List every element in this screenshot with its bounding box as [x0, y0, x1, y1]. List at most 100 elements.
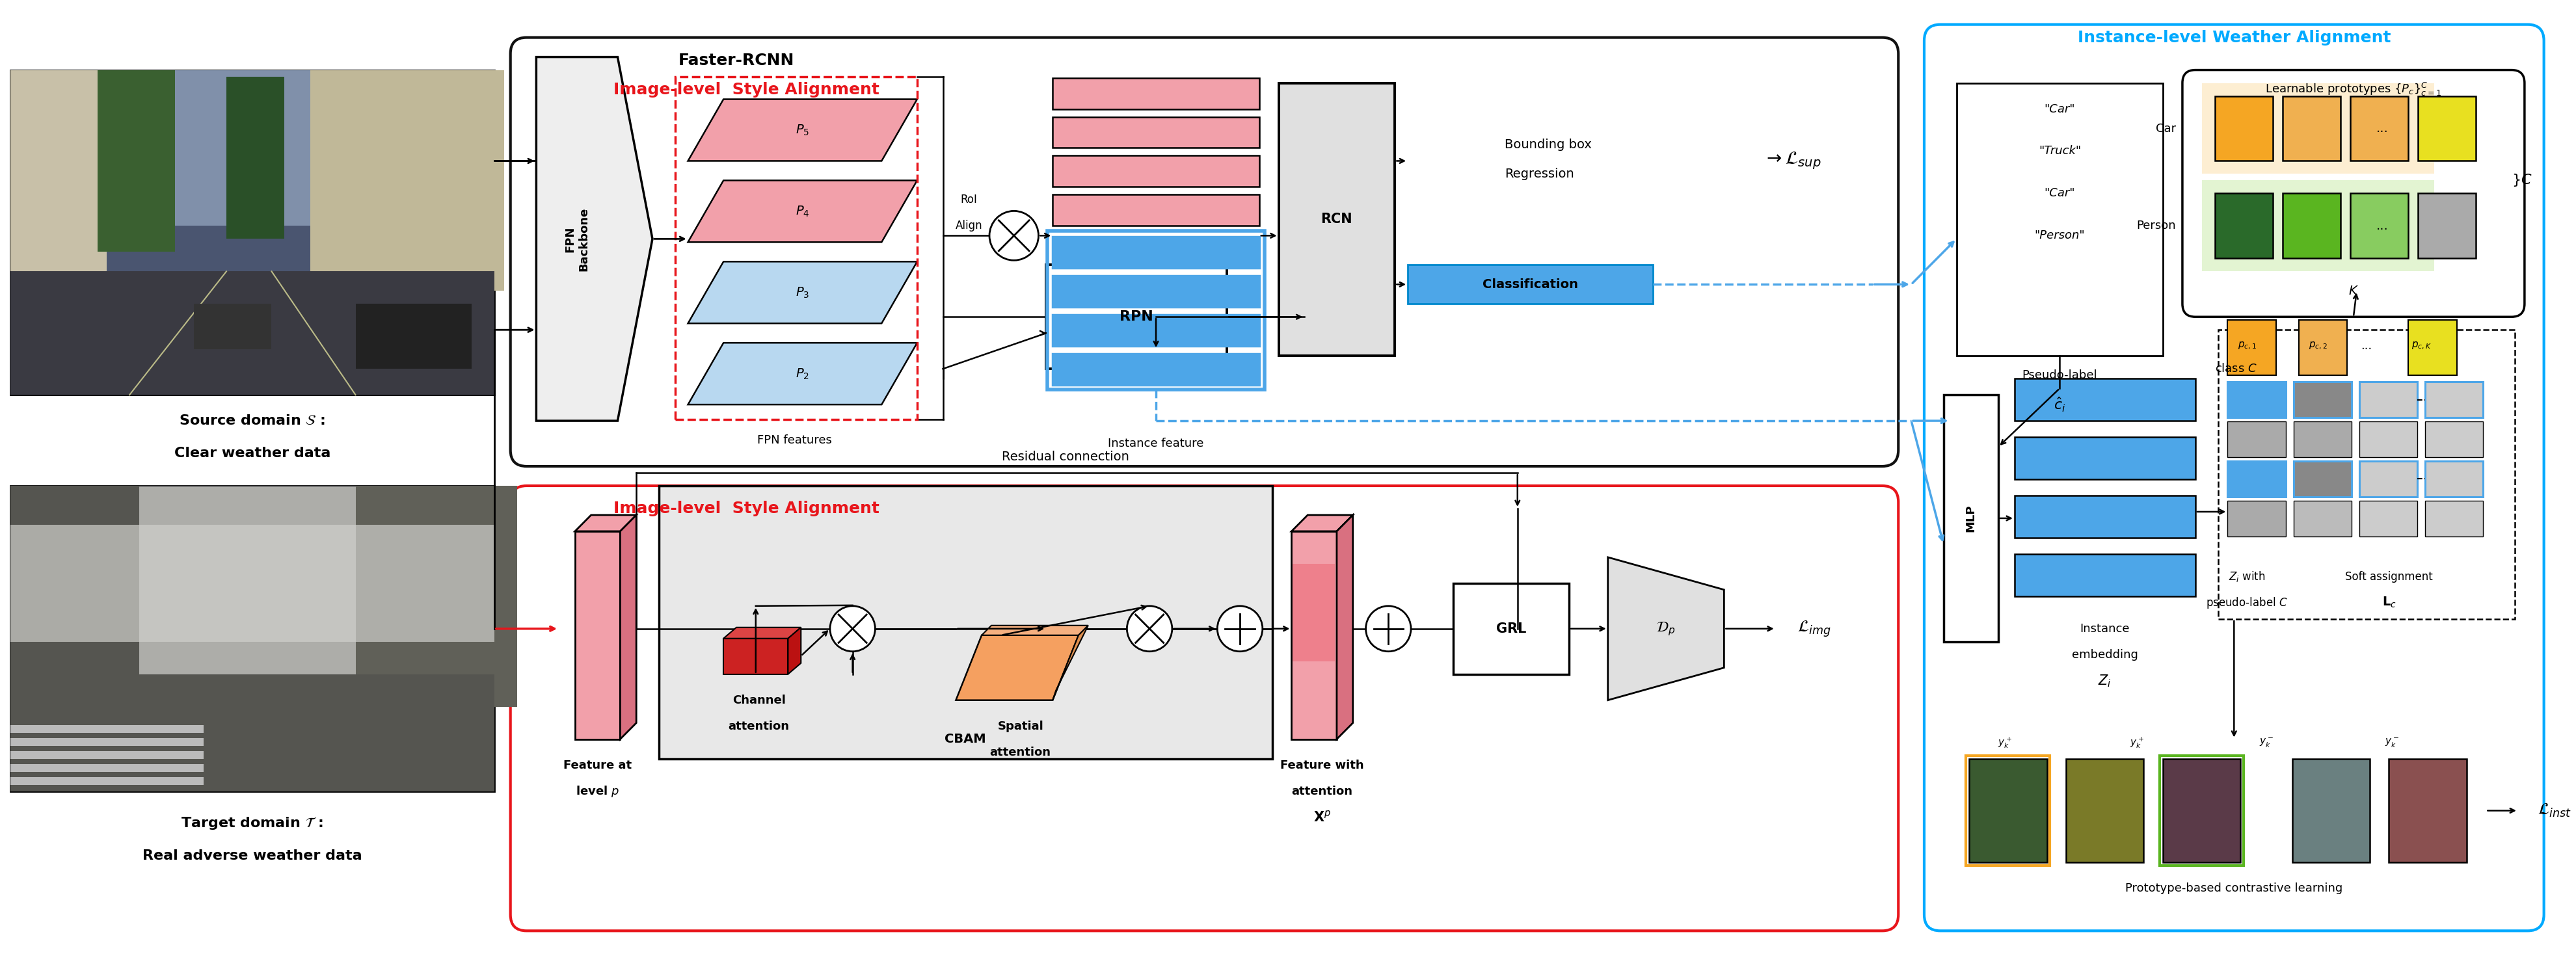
Bar — [1955, 83, 2164, 356]
Text: attention: attention — [989, 746, 1051, 758]
Bar — [2202, 180, 2434, 271]
Text: $\mathcal{L}_{inst}$: $\mathcal{L}_{inst}$ — [2537, 802, 2571, 819]
Bar — [309, 70, 505, 291]
Polygon shape — [1607, 557, 1723, 700]
Text: $P_5$: $P_5$ — [796, 123, 809, 137]
Bar — [2293, 422, 2352, 457]
Bar — [2349, 96, 2409, 161]
Bar — [2424, 382, 2483, 418]
Circle shape — [1218, 606, 1262, 652]
Bar — [2066, 758, 2143, 862]
Bar — [2424, 501, 2483, 536]
Text: ...: ... — [2378, 219, 2388, 232]
Text: $Z_i$: $Z_i$ — [2099, 673, 2112, 689]
Text: Car: Car — [2156, 122, 2177, 135]
Text: Channel: Channel — [732, 695, 786, 706]
Bar — [2293, 501, 2352, 536]
Circle shape — [829, 606, 876, 652]
Polygon shape — [536, 57, 652, 421]
Polygon shape — [688, 180, 917, 242]
Bar — [10, 764, 204, 772]
Text: $\mathcal{L}_{img}$: $\mathcal{L}_{img}$ — [1798, 619, 1832, 638]
Text: RCN: RCN — [1321, 213, 1352, 226]
Bar — [98, 70, 175, 252]
Text: Instance: Instance — [2079, 623, 2130, 634]
Bar — [2409, 321, 2458, 375]
Text: $\mathbf{L}_c$: $\mathbf{L}_c$ — [2383, 596, 2396, 610]
Text: Regression: Regression — [1504, 168, 1574, 180]
Bar — [2014, 379, 2195, 421]
Text: Real adverse weather data: Real adverse weather data — [142, 850, 363, 862]
Polygon shape — [981, 626, 1087, 635]
Bar — [574, 531, 621, 739]
Text: $p_{c,K}$: $p_{c,K}$ — [2411, 341, 2432, 351]
Bar — [2202, 83, 2434, 174]
Text: Instance-level Weather Alignment: Instance-level Weather Alignment — [2076, 30, 2391, 45]
Bar — [2282, 96, 2342, 161]
Bar — [1293, 564, 1334, 661]
Text: FPN features: FPN features — [757, 434, 832, 446]
Text: $P_4$: $P_4$ — [796, 205, 809, 218]
Bar — [2159, 756, 2244, 866]
Bar — [2014, 437, 2195, 479]
Text: Learnable prototypes $\{P_c\}_{c=1}^C$: Learnable prototypes $\{P_c\}_{c=1}^C$ — [2264, 81, 2442, 97]
Text: Residual connection: Residual connection — [1002, 450, 1128, 463]
Bar — [724, 638, 788, 674]
Bar — [10, 737, 204, 746]
Text: $p_{c,1}$: $p_{c,1}$ — [2239, 341, 2257, 351]
Bar — [2014, 554, 2195, 596]
Bar — [1054, 237, 1260, 268]
Text: ...: ... — [2378, 122, 2388, 135]
Bar — [10, 777, 204, 784]
Text: $y^+_k$: $y^+_k$ — [2130, 736, 2143, 750]
Text: $p_{c,2}$: $p_{c,2}$ — [2308, 341, 2326, 351]
Bar — [2349, 194, 2409, 259]
Bar — [2293, 461, 2352, 497]
Text: GRL: GRL — [1497, 622, 1525, 635]
Text: embedding: embedding — [2071, 649, 2138, 660]
Bar — [10, 70, 108, 304]
Text: }$C$: }$C$ — [2512, 173, 2532, 188]
Bar — [2360, 461, 2416, 497]
Bar — [1046, 265, 1226, 369]
Text: Person: Person — [2136, 220, 2177, 232]
Bar — [2215, 96, 2272, 161]
Text: $\hat{c}_i$: $\hat{c}_i$ — [2053, 396, 2066, 413]
Bar — [1054, 116, 1260, 148]
Bar — [193, 304, 270, 349]
Bar — [1406, 265, 1654, 304]
Bar — [2228, 461, 2285, 497]
Polygon shape — [1337, 515, 1352, 739]
Polygon shape — [621, 515, 636, 739]
Text: Feature with: Feature with — [1280, 759, 1363, 771]
Polygon shape — [788, 628, 801, 674]
Bar — [2228, 501, 2285, 536]
Bar — [10, 751, 204, 758]
Bar — [227, 76, 283, 238]
Bar — [2228, 321, 2277, 375]
Bar — [1278, 83, 1394, 356]
Text: class $C$: class $C$ — [2215, 363, 2257, 375]
Text: $y^-_k$: $y^-_k$ — [2385, 736, 2398, 749]
Text: RPN: RPN — [1121, 310, 1154, 323]
Bar — [10, 70, 495, 226]
Bar — [2293, 382, 2352, 418]
Bar — [10, 674, 495, 791]
Bar — [2293, 382, 2352, 418]
Bar — [1971, 758, 2048, 862]
Bar — [1054, 354, 1260, 385]
Bar — [2228, 382, 2285, 418]
Text: Classification: Classification — [1484, 279, 1579, 291]
Bar — [1048, 231, 1265, 389]
Text: Pseudo-label: Pseudo-label — [2022, 369, 2097, 382]
Text: RoI: RoI — [961, 194, 976, 206]
Bar — [2360, 422, 2416, 457]
Bar — [2360, 501, 2416, 536]
Text: Image-level  Style Alignment: Image-level Style Alignment — [613, 82, 878, 97]
Bar — [1942, 395, 1999, 642]
Bar — [1291, 531, 1337, 739]
Text: $\mathcal{D}_p$: $\mathcal{D}_p$ — [1656, 620, 1674, 637]
FancyBboxPatch shape — [1924, 25, 2545, 931]
Polygon shape — [956, 635, 1079, 700]
Bar — [2293, 758, 2370, 862]
